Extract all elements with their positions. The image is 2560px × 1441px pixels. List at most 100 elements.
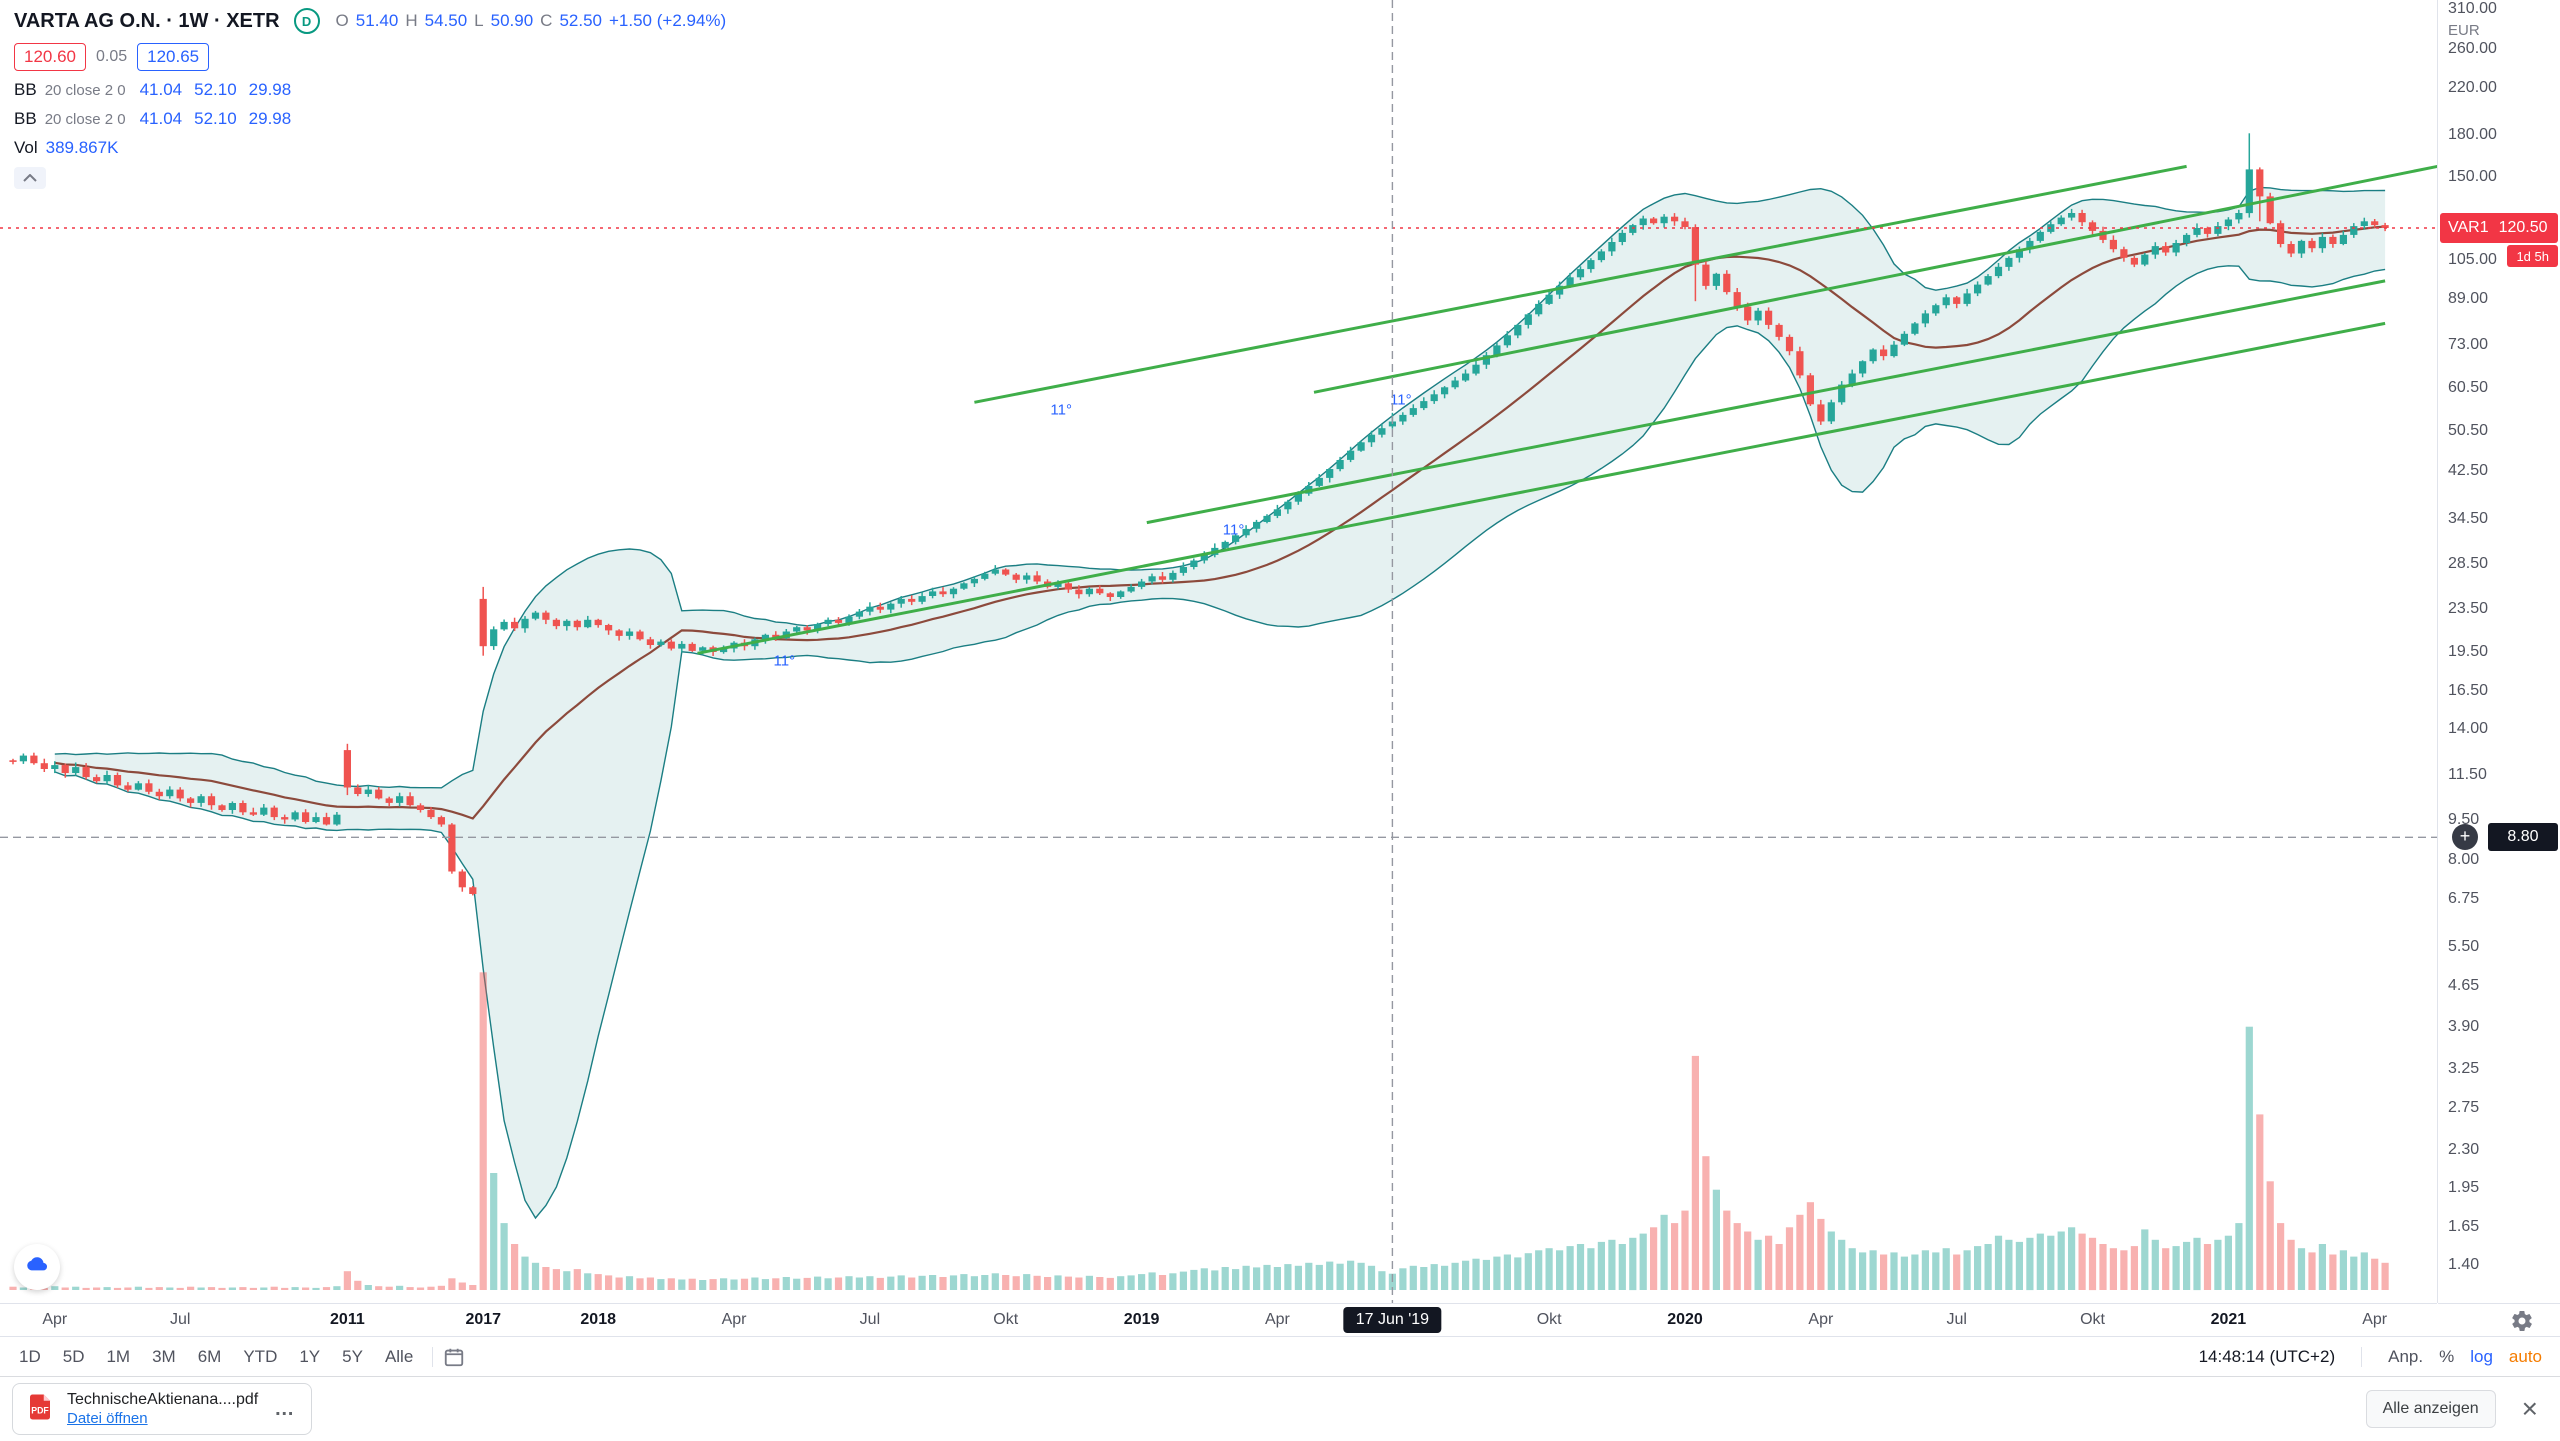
adjust-toggle[interactable]: Anp. <box>2388 1347 2424 1366</box>
tradingview-logo-button[interactable] <box>14 1244 60 1290</box>
log-scale-toggle[interactable]: log <box>2470 1347 2493 1366</box>
bb2-params: 20 close 2 0 <box>44 110 126 128</box>
indicator-row-bb2[interactable]: BB 20 close 2 0 41.04 52.10 29.98 <box>14 109 726 129</box>
price-tick: 3.25 <box>2448 1060 2480 1078</box>
market-status-icon[interactable]: D <box>293 8 320 34</box>
download-item[interactable]: PDF TechnischeAktienana....pdf Datei öff… <box>12 1383 313 1435</box>
range-button-5d[interactable]: 5D <box>62 1347 85 1366</box>
svg-text:PDF: PDF <box>31 1405 49 1415</box>
time-axis-label: Jul <box>169 1311 191 1328</box>
candlestick-chart[interactable]: 11° 11° 11° 11° <box>0 0 2437 1303</box>
time-axis-label: Okt <box>993 1311 1019 1328</box>
price-tick: 23.50 <box>2448 599 2489 617</box>
volume-row[interactable]: Vol 389.867K <box>14 138 726 158</box>
quote-row: 120.60 0.05 120.65 <box>14 43 726 71</box>
price-axis[interactable]: 310.00 EUR 260.00 220.00 180.00 150.00 105.0… <box>2438 0 2560 1303</box>
gear-icon[interactable] <box>2510 1309 2534 1333</box>
time-axis-label: Okt <box>2080 1311 2105 1328</box>
chevron-up-icon <box>23 169 37 187</box>
toolbar-right: 14:48:14 (UTC+2) Anp. % log auto <box>2199 1347 2560 1367</box>
time-axis-label: 2021 <box>2210 1311 2247 1328</box>
range-button-1y[interactable]: 1Y <box>299 1347 321 1366</box>
range-button-3m[interactable]: 3M <box>152 1347 176 1366</box>
price-tick: 89.00 <box>2448 289 2489 307</box>
price-tick: 14.00 <box>2448 720 2489 738</box>
ask-badge[interactable]: 120.65 <box>137 43 210 71</box>
bb2-upper-value: 52.10 <box>194 109 237 128</box>
price-tick: 2.30 <box>2448 1140 2480 1158</box>
time-axis-label: 2019 <box>1123 1311 1160 1328</box>
bb2-lower-value: 29.98 <box>248 109 292 128</box>
time-axis-label: Jul <box>859 1311 881 1328</box>
download-item-text: TechnischeAktienana....pdf Datei öffnen <box>67 1390 258 1428</box>
series-tag: VAR1 <box>2448 219 2489 237</box>
price-tick: 2.75 <box>2448 1099 2480 1117</box>
svg-text:11°: 11° <box>1050 401 1072 418</box>
indicator-row-bb1[interactable]: BB 20 close 2 0 41.04 52.10 29.98 <box>14 80 726 100</box>
low-label: L <box>474 11 484 30</box>
low-value: 50.90 <box>490 11 534 30</box>
open-label: O <box>335 11 349 30</box>
time-axis-label: Jul <box>1946 1311 1967 1328</box>
high-label: H <box>405 11 418 30</box>
price-tick: 1.40 <box>2448 1256 2480 1274</box>
price-tick: 19.50 <box>2448 643 2489 661</box>
price-tick: 260.00 <box>2448 39 2497 57</box>
clock[interactable]: 14:48:14 (UTC+2) <box>2198 1347 2336 1366</box>
symbol-title[interactable]: VARTA AG O.N. · 1W · XETR <box>14 9 280 32</box>
price-tick: 1.95 <box>2448 1179 2480 1197</box>
bar-countdown-badge: 1d 5h <box>2507 245 2558 268</box>
download-more-icon[interactable]: … <box>274 1397 296 1420</box>
symbol-row: VARTA AG O.N. · 1W · XETR D O 51.40 H 54… <box>14 8 726 34</box>
range-button-alle[interactable]: Alle <box>384 1347 414 1366</box>
legend-collapse-button[interactable] <box>14 167 46 189</box>
show-all-downloads-button[interactable]: Alle anzeigen <box>2365 1390 2496 1428</box>
time-axis[interactable]: Apr Jul 2011 2017 2018 Apr Jul Okt 2019 Apr Okt 202… <box>0 1303 2437 1337</box>
svg-text:11°: 11° <box>1390 391 1412 408</box>
price-tick: 4.65 <box>2448 976 2480 994</box>
bb1-name: BB <box>14 80 37 99</box>
bb2-basis-value: 41.04 <box>139 109 183 128</box>
close-label: C <box>540 11 553 30</box>
chart-legend: VARTA AG O.N. · 1W · XETR D O 51.40 H 54… <box>14 8 726 189</box>
price-tick: 73.00 <box>2448 335 2489 353</box>
time-axis-label: Apr <box>2362 1311 2388 1328</box>
download-filename: TechnischeAktienana....pdf <box>67 1391 259 1408</box>
price-tick: 3.90 <box>2448 1017 2480 1035</box>
go-to-date-icon[interactable] <box>443 1346 465 1368</box>
range-button-1d[interactable]: 1D <box>19 1347 41 1366</box>
price-tick: 34.50 <box>2448 510 2489 528</box>
bb1-params: 20 close 2 0 <box>44 81 126 99</box>
price-tick: 105.00 <box>2448 251 2497 269</box>
close-value: 52.50 <box>559 11 602 30</box>
crosshair-price-badge: 8.80 <box>2488 823 2558 852</box>
axis-corner <box>2438 1303 2560 1337</box>
range-button-5y[interactable]: 5Y <box>342 1347 363 1366</box>
open-value: 51.40 <box>355 11 399 30</box>
crosshair-time-badge: 17 Jun '19 <box>1343 1307 1442 1333</box>
range-button-ytd[interactable]: YTD <box>243 1347 278 1366</box>
chart-pane[interactable]: 11° 11° 11° 11° VARTA AG O.N. · 1W · XETR D… <box>0 0 2438 1303</box>
price-tick: 8.00 <box>2448 850 2480 868</box>
price-tick: 220.00 <box>2448 78 2497 96</box>
bb1-upper-value: 52.10 <box>194 80 237 99</box>
percent-scale-toggle[interactable]: % <box>2439 1347 2455 1366</box>
price-tick: 5.50 <box>2448 937 2480 955</box>
time-axis-label: Apr <box>1808 1311 1834 1328</box>
range-button-6m[interactable]: 6M <box>197 1347 222 1366</box>
bid-badge[interactable]: 120.60 <box>14 43 86 71</box>
time-axis-label: Apr <box>1264 1311 1290 1328</box>
close-download-bar-icon[interactable]: × <box>2521 1393 2538 1424</box>
chart-toolbar: 1D 5D 1M 3M 6M YTD 1Y 5Y Alle 14:48:14 (UTC+2) A… <box>0 1336 2560 1377</box>
time-axis-label: 2018 <box>580 1311 616 1328</box>
volume-label: Vol <box>14 138 38 157</box>
price-tick: 180.00 <box>2448 125 2497 143</box>
auto-scale-toggle[interactable]: auto <box>2508 1347 2542 1366</box>
current-price-badge: VAR1 120.50 <box>2440 213 2558 244</box>
change-value: +1.50 (+2.94%) <box>609 11 727 30</box>
range-button-1m[interactable]: 1M <box>106 1347 131 1366</box>
date-range-buttons: 1D 5D 1M 3M 6M YTD 1Y 5Y Alle <box>0 1343 422 1371</box>
add-alert-plus-icon[interactable]: + <box>2452 824 2478 851</box>
open-file-link[interactable]: Datei öffnen <box>67 1410 148 1427</box>
